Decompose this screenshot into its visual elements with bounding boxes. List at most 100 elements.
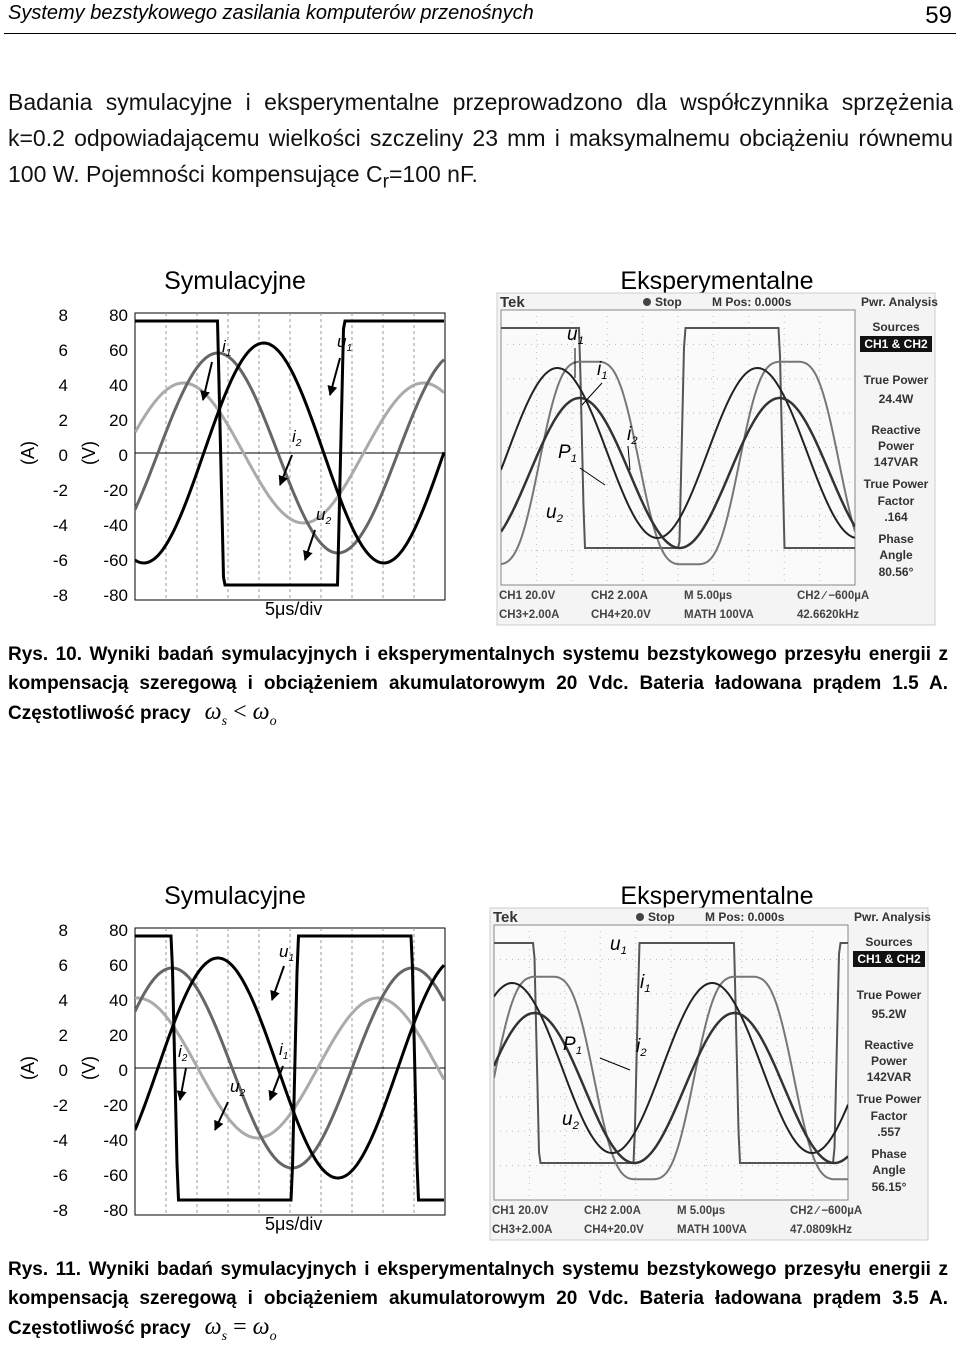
scope-readout: CH4+20.0V	[591, 609, 651, 621]
label-base: u	[279, 942, 289, 961]
scope-side: Power	[871, 1054, 907, 1068]
scope-brand: Tek	[500, 294, 525, 311]
a-tick-label: -2	[53, 481, 68, 500]
time-div: 5μs/div	[265, 599, 322, 619]
v-tick-label: -80	[103, 586, 128, 605]
scope-side: True Power	[857, 988, 922, 1002]
exp-label: u1	[567, 324, 584, 347]
exp-label: i2	[627, 424, 638, 447]
trace-i2	[501, 396, 855, 550]
scope-side: Angle	[872, 1163, 906, 1177]
arrow	[176, 1067, 187, 1101]
scope-readout: CH1 20.0V	[499, 590, 556, 602]
formula-symbol: ω	[252, 1314, 270, 1340]
label-sub: 2	[639, 1047, 647, 1059]
scope-side: Phase	[871, 1147, 907, 1161]
scope-side: True Power	[864, 373, 929, 387]
exp-title: Eksperymentalne	[620, 882, 813, 910]
v-tick-label: 20	[109, 411, 128, 430]
exp-label: u1	[610, 934, 627, 957]
scope-side: .164	[884, 510, 908, 524]
label-sub: 1	[571, 453, 577, 465]
scope-side: 147VAR	[874, 455, 919, 469]
trace-square	[494, 942, 848, 1164]
scope-menu: Pwr. Analysis	[854, 910, 931, 924]
sim-label: u2	[316, 505, 331, 527]
exp-label: i1	[597, 359, 608, 382]
scope-side: 80.56°	[879, 565, 914, 579]
exp-title: Eksperymentalne	[620, 267, 813, 295]
label-base: i	[222, 337, 227, 356]
a-tick-label: 8	[59, 306, 68, 325]
running-title: Systemy bezstykowego zasilania komputeró…	[8, 2, 534, 24]
sim-label: u1	[279, 942, 294, 964]
page-number: 59	[925, 2, 952, 29]
label-base: u	[546, 502, 557, 523]
label-sub: 1	[576, 1045, 582, 1057]
pointer	[627, 445, 631, 471]
exp-label: u2	[546, 502, 564, 525]
scope-readout: MATH 100VA	[677, 1224, 747, 1236]
source-box	[860, 336, 932, 352]
caption-label: Rys. 11.	[8, 1259, 82, 1280]
v-tick-label: -80	[103, 1201, 128, 1220]
label-base: i	[640, 972, 645, 993]
scope-readout: CH4+20.0V	[584, 1224, 644, 1236]
scope-readout: MATH 100VA	[684, 609, 754, 621]
v-tick-label: 0	[119, 446, 128, 465]
a-tick-label: 8	[59, 921, 68, 940]
scope-state: Stop	[655, 295, 682, 309]
scope-readout: CH2 ∕ −600µA	[790, 1205, 862, 1217]
scope-side: Sources	[865, 935, 913, 949]
label-sub: 1	[226, 348, 232, 359]
figure: Symulacyjne Eksperymentalne80860640420200…	[18, 267, 938, 626]
arrow	[270, 965, 285, 1001]
scope-side: Factor	[871, 1109, 908, 1123]
sim-label: i2	[292, 427, 302, 449]
arrow	[303, 529, 316, 561]
label-sub: 2	[324, 516, 331, 527]
label-base: u	[337, 332, 347, 351]
a-tick-label: 4	[59, 376, 68, 395]
wave-u-square	[135, 319, 444, 587]
scope-waves	[494, 942, 848, 1181]
a-tick-label: 4	[59, 991, 68, 1010]
a-tick-label: -2	[53, 1096, 68, 1115]
caption: Rys. 10. Wyniki badań symulacyjnych i ek…	[8, 640, 948, 736]
v-tick-label: -40	[103, 516, 128, 535]
v-tick-label: -40	[103, 1131, 128, 1150]
scope-side: Sources	[872, 320, 920, 334]
v-tick-label: 40	[109, 991, 128, 1010]
scope-side: Reactive	[871, 423, 921, 437]
wave-u1	[135, 341, 445, 565]
scope-readout: CH3+2.00A	[499, 609, 559, 621]
label-sub: 2	[238, 1088, 245, 1099]
trace-i2	[494, 1011, 848, 1165]
sim-label: i2	[178, 1042, 188, 1064]
scope-side: 142VAR	[867, 1070, 912, 1084]
arrow	[268, 1065, 284, 1101]
source-box	[853, 951, 925, 967]
formula-sub: o	[269, 713, 277, 729]
sim-label: u1	[337, 332, 352, 354]
a-tick-label: -8	[53, 586, 68, 605]
formula-symbol: ω	[204, 1314, 222, 1340]
v-tick-label: 80	[109, 921, 128, 940]
label-base: u	[230, 1077, 240, 1096]
caption: Rys. 11. Wyniki badań symulacyjnych i ek…	[8, 1255, 948, 1346]
formula-symbol: ω	[204, 699, 222, 725]
paragraph: Badania symulacyjne i eksperymentalne pr…	[8, 84, 953, 201]
scope-readout: CH2 ∕ −600µA	[797, 590, 869, 602]
scope-readout: CH3+2.00A	[492, 1224, 552, 1236]
exp-label: i1	[640, 972, 651, 995]
sim-title: Symulacyjne	[164, 882, 306, 910]
scope-menu: Pwr. Analysis	[861, 295, 938, 309]
scope-waves	[501, 327, 855, 566]
stop-icon	[636, 913, 644, 921]
label-base: i	[627, 424, 632, 445]
label-sub: 1	[288, 953, 294, 964]
label-sub: 1	[578, 335, 584, 347]
scope-readout: CH2 2.00A	[591, 590, 648, 602]
